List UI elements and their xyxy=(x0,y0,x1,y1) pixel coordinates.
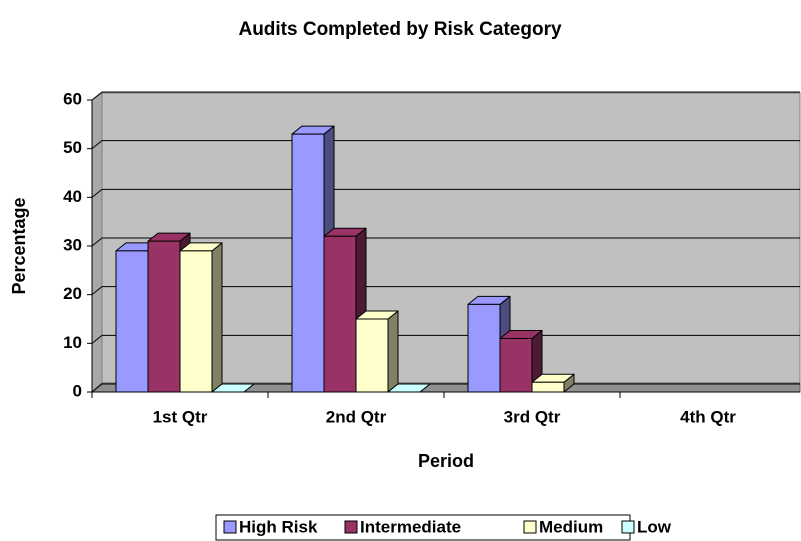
y-tick-label: 0 xyxy=(73,381,82,400)
bar-front xyxy=(291,133,325,393)
bar xyxy=(499,329,543,393)
legend xyxy=(215,514,631,541)
bar-front xyxy=(323,235,357,393)
x-tick-label: 4th Qtr xyxy=(680,407,736,426)
bar-front xyxy=(355,318,389,393)
bar-side xyxy=(211,242,223,393)
bar xyxy=(387,383,431,393)
chart-title: Audits Completed by Risk Category xyxy=(238,19,561,40)
x-tick-label: 3rd Qtr xyxy=(504,407,561,426)
y-axis-title: Percentage xyxy=(9,197,29,294)
legend-swatch xyxy=(223,520,237,534)
bar xyxy=(355,310,399,393)
legend-label: Intermediate xyxy=(360,517,461,536)
bar-front xyxy=(115,250,149,393)
bar-front xyxy=(467,303,501,393)
x-tick-label: 1st Qtr xyxy=(153,407,208,426)
x-tick-label: 2nd Qtr xyxy=(326,407,387,426)
grid-line xyxy=(91,286,800,296)
y-tick-label: 30 xyxy=(63,235,82,254)
x-axis-title: Period xyxy=(418,451,474,471)
grid-line xyxy=(91,91,800,101)
legend-swatch xyxy=(523,520,537,534)
bar-side xyxy=(387,310,399,393)
bar xyxy=(531,373,575,393)
bar xyxy=(179,242,223,393)
bar xyxy=(211,383,255,393)
grid-line xyxy=(91,140,800,150)
legend-label: Medium xyxy=(539,517,603,536)
grid-line xyxy=(91,188,800,198)
y-tick-label: 40 xyxy=(63,187,82,206)
bar-top xyxy=(387,383,431,393)
legend-swatch xyxy=(621,520,635,534)
bar-front xyxy=(147,240,181,393)
bar xyxy=(323,227,367,393)
legend-label: Low xyxy=(637,517,672,536)
bar-front xyxy=(531,381,565,393)
legend-label: High Risk xyxy=(239,517,318,536)
y-tick-label: 60 xyxy=(63,89,82,108)
bar-front xyxy=(179,250,213,393)
y-tick-label: 50 xyxy=(63,138,82,157)
y-tick-label: 10 xyxy=(63,333,82,352)
grid-line xyxy=(91,334,800,344)
y-tick-label: 20 xyxy=(63,284,82,303)
bar-top xyxy=(211,383,255,393)
grid-line xyxy=(91,237,800,247)
legend-swatch xyxy=(344,520,358,534)
bar-front xyxy=(499,337,533,393)
